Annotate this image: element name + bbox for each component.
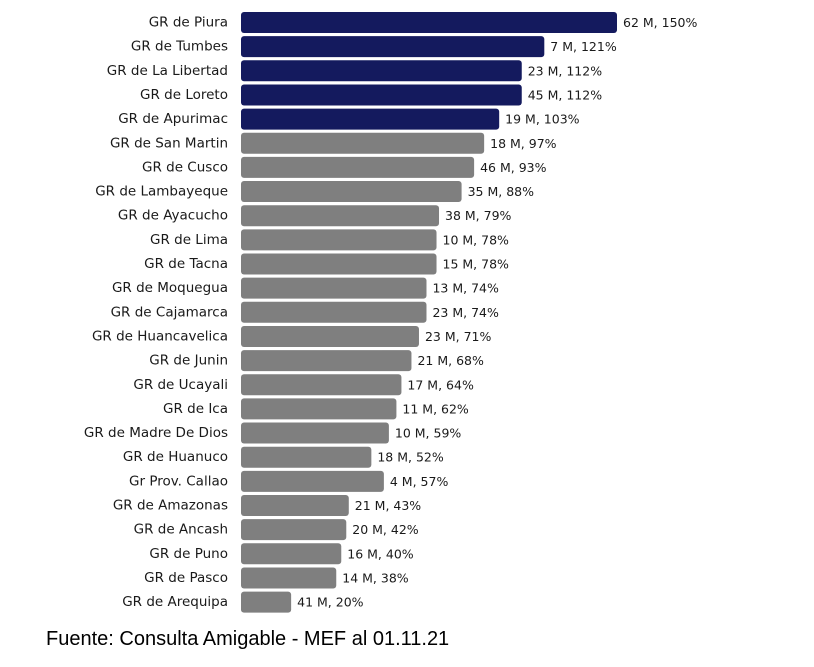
data-label: 13 M, 74% bbox=[432, 281, 499, 296]
bar bbox=[241, 36, 545, 58]
data-label: 23 M, 71% bbox=[425, 329, 492, 344]
category-labels-group: GR de Piura GR de Tumbes GR de La Libertad… bbox=[84, 15, 228, 611]
category-label: GR de Lambayeque bbox=[95, 184, 228, 200]
bar-chart: GR de Piura GR de Tumbes GR de La Libertad… bbox=[84, 12, 697, 613]
bar bbox=[241, 446, 372, 468]
data-label: 23 M, 74% bbox=[432, 305, 499, 320]
data-label: 7 M, 121% bbox=[550, 39, 617, 54]
category-label: GR de Puno bbox=[149, 546, 228, 562]
category-label: GR de Amazonas bbox=[113, 498, 228, 514]
data-label: 35 M, 88% bbox=[468, 184, 535, 199]
bar bbox=[241, 567, 337, 589]
category-label: GR de Piura bbox=[149, 15, 228, 31]
data-label: 20 M, 42% bbox=[352, 522, 419, 537]
category-label: GR de Huancavelica bbox=[92, 328, 228, 344]
data-labels-group: 62 M, 150% 7 M, 121% 23 M, 112% 45 M, 112% 1… bbox=[297, 15, 697, 610]
data-label: 21 M, 68% bbox=[417, 353, 484, 368]
bar bbox=[241, 277, 427, 299]
category-label: GR de Tacna bbox=[144, 256, 228, 272]
category-label: GR de Moquegua bbox=[112, 280, 228, 296]
bar bbox=[241, 12, 617, 33]
data-label: 23 M, 112% bbox=[528, 63, 602, 78]
bar bbox=[241, 253, 437, 275]
bar bbox=[241, 229, 437, 251]
bar bbox=[241, 422, 389, 444]
category-label: GR de Ica bbox=[163, 401, 228, 417]
data-label: 18 M, 97% bbox=[490, 136, 557, 151]
data-label: 62 M, 150% bbox=[623, 15, 697, 30]
bar bbox=[241, 470, 384, 492]
data-label: 15 M, 78% bbox=[443, 257, 510, 272]
category-label: GR de Pasco bbox=[144, 570, 228, 586]
bar bbox=[241, 301, 427, 323]
bar bbox=[241, 84, 522, 106]
bars-group bbox=[241, 12, 617, 613]
data-label: 17 M, 64% bbox=[407, 377, 474, 392]
category-label: GR de Ayacucho bbox=[118, 208, 228, 224]
category-label: GR de Junin bbox=[149, 353, 228, 369]
category-label: GR de Cusco bbox=[142, 159, 228, 175]
bar bbox=[241, 108, 500, 130]
data-label: 21 M, 43% bbox=[355, 498, 422, 513]
bar bbox=[241, 374, 402, 396]
bar bbox=[241, 156, 475, 178]
category-label: Gr Prov. Callao bbox=[129, 473, 228, 489]
category-label: GR de Ucayali bbox=[133, 377, 228, 393]
bar bbox=[241, 543, 342, 565]
data-label: 11 M, 62% bbox=[402, 401, 469, 416]
category-label: GR de La Libertad bbox=[107, 63, 228, 79]
data-label: 41 M, 20% bbox=[297, 595, 364, 610]
bar bbox=[241, 325, 419, 347]
category-label: GR de Lima bbox=[150, 232, 228, 248]
category-label: GR de Tumbes bbox=[131, 39, 228, 55]
bar bbox=[241, 205, 440, 227]
data-label: 16 M, 40% bbox=[347, 546, 414, 561]
data-label: 18 M, 52% bbox=[377, 450, 444, 465]
category-label: GR de Apurimac bbox=[118, 111, 228, 127]
data-label: 14 M, 38% bbox=[342, 570, 409, 585]
bar bbox=[241, 350, 412, 372]
category-label: GR de Madre De Dios bbox=[84, 425, 228, 441]
category-label: GR de Huanuco bbox=[123, 449, 228, 465]
data-label: 38 M, 79% bbox=[445, 208, 512, 223]
bar bbox=[241, 495, 349, 516]
data-label: 45 M, 112% bbox=[528, 87, 602, 102]
data-label: 4 M, 57% bbox=[390, 474, 449, 489]
data-label: 10 M, 59% bbox=[395, 426, 462, 441]
bar bbox=[241, 398, 397, 420]
bar bbox=[241, 60, 522, 82]
bar bbox=[241, 181, 462, 203]
category-label: GR de Cajamarca bbox=[111, 304, 228, 320]
source-note: Fuente: Consulta Amigable - MEF al 01.11… bbox=[46, 628, 450, 650]
bar bbox=[241, 591, 292, 613]
data-label: 46 M, 93% bbox=[480, 160, 547, 175]
category-label: GR de Ancash bbox=[134, 522, 228, 538]
category-label: GR de San Martin bbox=[110, 135, 228, 151]
category-label: GR de Loreto bbox=[140, 87, 228, 103]
data-label: 10 M, 78% bbox=[443, 232, 510, 247]
data-label: 19 M, 103% bbox=[505, 112, 579, 127]
bar bbox=[241, 519, 347, 541]
bar bbox=[241, 132, 485, 154]
category-label: GR de Arequipa bbox=[122, 594, 228, 610]
